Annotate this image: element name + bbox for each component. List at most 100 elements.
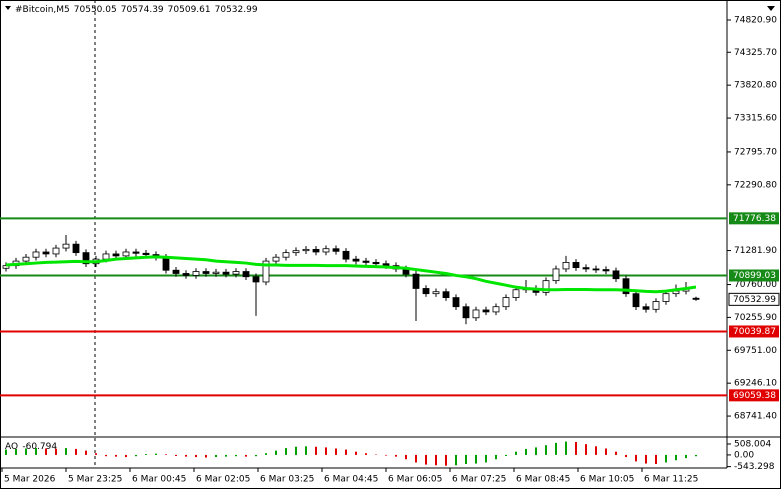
candle-body — [112, 253, 120, 257]
candle-body — [602, 269, 610, 272]
y-tick-label: 72290.80 — [734, 180, 777, 190]
candle-body — [442, 291, 450, 298]
candle-body — [312, 248, 320, 253]
candle-body — [372, 262, 380, 265]
y-tick-label: 74820.90 — [734, 16, 777, 26]
candle-body — [492, 306, 500, 313]
ao-header: AO -60.794 — [5, 442, 57, 452]
candle-body — [242, 271, 250, 278]
candle-body — [362, 260, 370, 263]
candle-body — [22, 256, 30, 262]
candle-body — [82, 252, 90, 265]
candle-body — [212, 271, 220, 274]
candle-body — [42, 251, 50, 255]
y-tick-label: 73820.80 — [734, 81, 777, 91]
candle-body — [182, 273, 190, 276]
candle-body — [572, 262, 580, 269]
candle-body — [142, 252, 150, 255]
candle-body — [32, 251, 40, 258]
x-tick-label: 5 Mar 2026 — [4, 475, 56, 485]
price-label-box — [728, 292, 780, 306]
price-label: 70532.99 — [733, 295, 776, 305]
x-tick-label: 6 Mar 11:25 — [644, 475, 698, 485]
candle-body — [202, 271, 210, 274]
candle-body — [422, 288, 430, 295]
x-tick-label: 6 Mar 08:45 — [516, 475, 570, 485]
candle-body — [2, 265, 10, 269]
candle-body — [302, 248, 310, 252]
candle-body — [692, 297, 700, 300]
candle-body — [322, 248, 330, 253]
chart-header: #Bitcoin,M5 70550.05 70574.39 70509.61 70532… — [15, 5, 258, 15]
x-tick-label: 6 Mar 06:05 — [388, 475, 442, 485]
candle-body — [222, 271, 230, 275]
scroll-arrow — [767, 6, 775, 11]
y-tick-label: 71281.90 — [734, 246, 777, 256]
candle-body — [472, 309, 480, 319]
y-tick-label: 72795.70 — [734, 147, 777, 157]
candle-body — [562, 262, 570, 270]
header-high: 70574.39 — [121, 5, 164, 15]
header-low: 70509.61 — [168, 5, 211, 15]
y-tick-label: 69751.00 — [734, 346, 777, 356]
candle-body — [662, 293, 670, 302]
level-label: 70899.03 — [733, 271, 776, 281]
candle-body — [192, 271, 200, 276]
x-tick-label: 5 Mar 23:25 — [68, 475, 122, 485]
candle-body — [102, 253, 110, 260]
candle-body — [72, 243, 80, 254]
symbol: #Bitcoin,M5 — [15, 5, 70, 15]
level-label-box — [729, 212, 779, 225]
x-tick-label: 6 Mar 02:05 — [196, 475, 250, 485]
level-label: 69059.38 — [733, 391, 776, 401]
header-open: 70550.05 — [74, 5, 117, 15]
candle-body — [332, 248, 340, 252]
y-tick-label: 68741.40 — [734, 412, 777, 422]
candle-body — [62, 243, 70, 249]
candle-body — [622, 278, 630, 295]
level-label-box — [729, 269, 779, 282]
x-tick-label: 6 Mar 10:05 — [580, 475, 634, 485]
y-tick-label: 70255.90 — [734, 313, 777, 323]
level-label-box — [729, 389, 779, 402]
candle-body — [262, 260, 270, 283]
candle-body — [172, 269, 180, 274]
candle-body — [612, 270, 620, 280]
candle-body — [162, 256, 170, 271]
ao-tick-label: 508.004 — [734, 439, 771, 449]
ao-tick-label: -543.298 — [734, 462, 775, 472]
candle-body — [462, 306, 470, 319]
candle-body — [642, 306, 650, 310]
candle-body — [232, 271, 240, 275]
x-tick-label: 6 Mar 00:45 — [132, 475, 186, 485]
y-tick-label: 74325.70 — [734, 48, 777, 58]
candle-body — [432, 291, 440, 295]
candle-body — [632, 293, 640, 308]
candle-body — [52, 247, 60, 255]
candle-body — [122, 251, 130, 257]
level-label-box — [729, 325, 779, 338]
symbol-arrow — [5, 6, 11, 10]
ao-name: AO — [5, 442, 18, 452]
candle-body — [272, 256, 280, 262]
candle-body — [252, 276, 260, 283]
candle-body — [592, 268, 600, 271]
level-label: 70039.87 — [733, 327, 776, 337]
candle-body — [552, 268, 560, 282]
candle-body — [582, 267, 590, 270]
candle-body — [342, 250, 350, 260]
y-tick-label: 73315.60 — [734, 114, 777, 124]
candle-body — [352, 258, 360, 262]
y-tick-label: 70760.00 — [734, 280, 777, 290]
candle-body — [512, 289, 520, 298]
level-label: 71776.38 — [733, 214, 776, 224]
candle-body — [542, 280, 550, 293]
candle-body — [282, 252, 290, 258]
candle-body — [502, 297, 510, 308]
candle-body — [452, 297, 460, 308]
header-close: 70532.99 — [215, 5, 258, 15]
ao-value: -60.794 — [22, 442, 57, 452]
moving-average — [5, 255, 697, 294]
